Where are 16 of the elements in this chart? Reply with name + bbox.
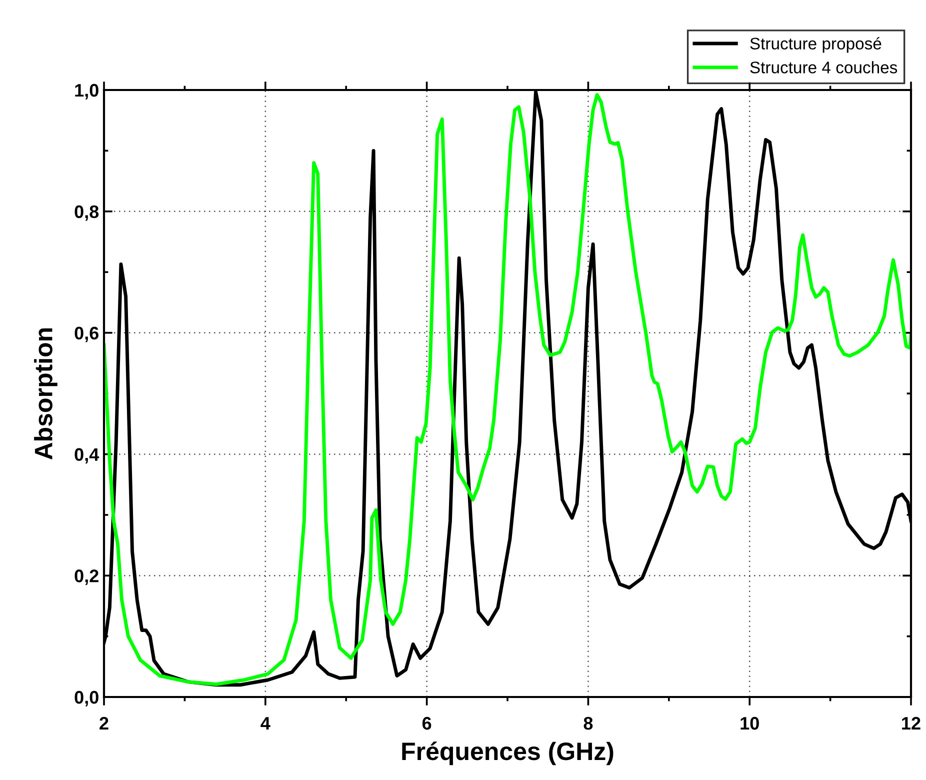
y-tick-label: 0,6	[74, 326, 98, 342]
x-tick-label: 8	[584, 716, 593, 730]
x-tick-label: 10	[740, 716, 759, 730]
y-tick-label: 1,0	[75, 84, 98, 100]
y-tick-label: 0,8	[74, 205, 99, 221]
x-tick-label: 4	[260, 717, 270, 730]
y-tick-label: 0,2	[74, 570, 98, 585]
x-tick-label: 12	[902, 716, 920, 730]
legend-label: Structure proposé	[750, 37, 882, 53]
y-axis-title: Absorption	[34, 328, 58, 460]
x-tick-label: 2	[100, 716, 108, 730]
y-tick-label: 0,0	[74, 690, 98, 706]
x-axis-title: Fréquences (GHz)	[402, 742, 614, 766]
legend-label: Structure 4 couches	[750, 61, 898, 74]
x-tick-label: 6	[422, 716, 432, 730]
y-tick-label: 0,4	[74, 448, 100, 464]
